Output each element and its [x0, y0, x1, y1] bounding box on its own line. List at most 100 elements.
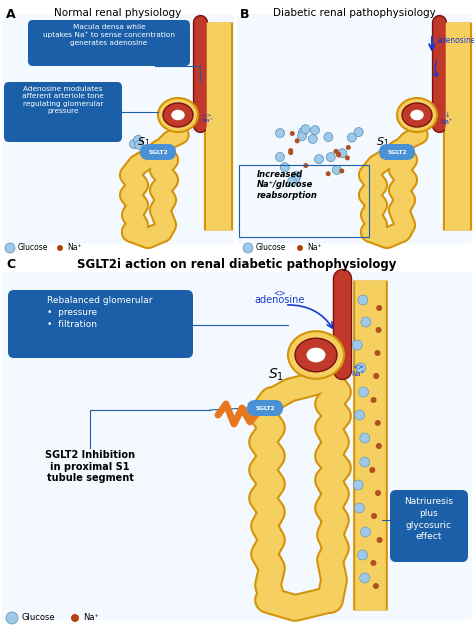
Circle shape: [135, 141, 144, 150]
Circle shape: [370, 560, 376, 566]
Text: SGLT2: SGLT2: [148, 151, 168, 155]
Circle shape: [376, 443, 382, 449]
Text: SGLT2 Inhibition
in proximal S1
tubule segment: SGLT2 Inhibition in proximal S1 tubule s…: [45, 450, 135, 483]
Circle shape: [377, 537, 383, 543]
Circle shape: [275, 129, 284, 138]
Circle shape: [291, 174, 300, 183]
Circle shape: [308, 134, 317, 143]
Circle shape: [292, 171, 301, 180]
Text: ↓
Na⁺: ↓ Na⁺: [441, 112, 453, 124]
Ellipse shape: [307, 348, 326, 362]
Circle shape: [290, 131, 295, 136]
Circle shape: [57, 245, 63, 251]
Text: C: C: [6, 258, 15, 271]
Circle shape: [5, 243, 15, 253]
Text: $S_1$: $S_1$: [376, 135, 389, 149]
Circle shape: [144, 146, 148, 151]
Circle shape: [345, 155, 350, 160]
Text: Glucose: Glucose: [22, 613, 55, 623]
Circle shape: [303, 163, 308, 168]
Ellipse shape: [402, 103, 432, 127]
Text: Rebalanced glomerular
•  pressure
•  filtration: Rebalanced glomerular • pressure • filtr…: [47, 296, 153, 329]
Circle shape: [360, 457, 370, 467]
Circle shape: [288, 148, 293, 153]
FancyBboxPatch shape: [390, 490, 468, 562]
Text: Diabetic renal pathophysiology: Diabetic renal pathophysiology: [273, 8, 436, 18]
Circle shape: [338, 149, 347, 158]
Text: SGLT2: SGLT2: [387, 151, 407, 155]
Circle shape: [347, 133, 356, 142]
FancyBboxPatch shape: [379, 144, 415, 160]
Ellipse shape: [397, 98, 437, 132]
Circle shape: [371, 397, 376, 403]
Circle shape: [346, 145, 351, 150]
Circle shape: [134, 135, 143, 144]
Circle shape: [332, 165, 341, 174]
FancyBboxPatch shape: [140, 144, 176, 160]
Circle shape: [295, 138, 300, 143]
Circle shape: [360, 433, 370, 443]
Circle shape: [373, 583, 379, 589]
Ellipse shape: [295, 338, 337, 372]
Circle shape: [373, 373, 379, 379]
Circle shape: [356, 363, 366, 373]
Bar: [239, 165, 369, 237]
Circle shape: [376, 305, 382, 311]
Circle shape: [358, 387, 369, 397]
Circle shape: [336, 153, 341, 158]
Circle shape: [301, 125, 310, 134]
Circle shape: [361, 317, 371, 327]
FancyBboxPatch shape: [2, 14, 234, 244]
Circle shape: [375, 490, 381, 496]
Text: Na⁺: Na⁺: [307, 244, 322, 252]
Circle shape: [375, 327, 382, 333]
Circle shape: [315, 155, 324, 163]
FancyBboxPatch shape: [8, 290, 193, 358]
Text: B: B: [240, 8, 249, 21]
Circle shape: [6, 612, 18, 624]
Circle shape: [280, 163, 289, 172]
Circle shape: [371, 513, 377, 519]
FancyBboxPatch shape: [28, 20, 190, 66]
Text: Normal renal physiology: Normal renal physiology: [55, 8, 182, 18]
Text: adenosine: adenosine: [437, 36, 474, 45]
Circle shape: [353, 480, 363, 490]
FancyBboxPatch shape: [2, 272, 472, 620]
Circle shape: [339, 168, 344, 174]
Text: <>: <>: [274, 288, 286, 297]
Circle shape: [144, 148, 149, 153]
Circle shape: [375, 420, 381, 426]
Circle shape: [360, 573, 370, 583]
Text: Na⁺: Na⁺: [83, 613, 99, 623]
Circle shape: [361, 527, 371, 537]
Text: A: A: [6, 8, 16, 21]
Circle shape: [355, 503, 365, 513]
Circle shape: [355, 410, 365, 420]
Circle shape: [299, 127, 308, 136]
Circle shape: [310, 126, 319, 134]
Circle shape: [288, 150, 293, 155]
Text: SGLT2i action on renal diabetic pathophysiology: SGLT2i action on renal diabetic pathophy…: [77, 258, 397, 271]
Text: Macula densa while
uptakes Na⁺ to sense concentration
generates adenosine: Macula densa while uptakes Na⁺ to sense …: [43, 24, 175, 46]
Text: Na⁺: Na⁺: [67, 244, 82, 252]
Text: <>
Na⁺: <> Na⁺: [201, 112, 213, 124]
Ellipse shape: [163, 103, 193, 127]
Circle shape: [275, 153, 284, 162]
Circle shape: [287, 177, 296, 186]
Circle shape: [129, 139, 138, 148]
Text: Natriuresis
plus
glycosuric
effect: Natriuresis plus glycosuric effect: [404, 497, 454, 541]
Circle shape: [297, 245, 303, 251]
Ellipse shape: [288, 331, 344, 379]
Circle shape: [352, 340, 362, 350]
Circle shape: [324, 133, 333, 141]
FancyBboxPatch shape: [4, 82, 122, 142]
Text: SGLT2: SGLT2: [255, 406, 275, 411]
Ellipse shape: [410, 110, 424, 121]
Circle shape: [336, 151, 341, 156]
Text: Adenosine modulates
afferent arteriole tone
regulating glomerular
pressure: Adenosine modulates afferent arteriole t…: [22, 86, 104, 114]
Text: Glucose: Glucose: [256, 244, 286, 252]
Circle shape: [297, 132, 306, 141]
Circle shape: [141, 148, 150, 157]
Circle shape: [243, 243, 253, 253]
Ellipse shape: [171, 110, 185, 121]
